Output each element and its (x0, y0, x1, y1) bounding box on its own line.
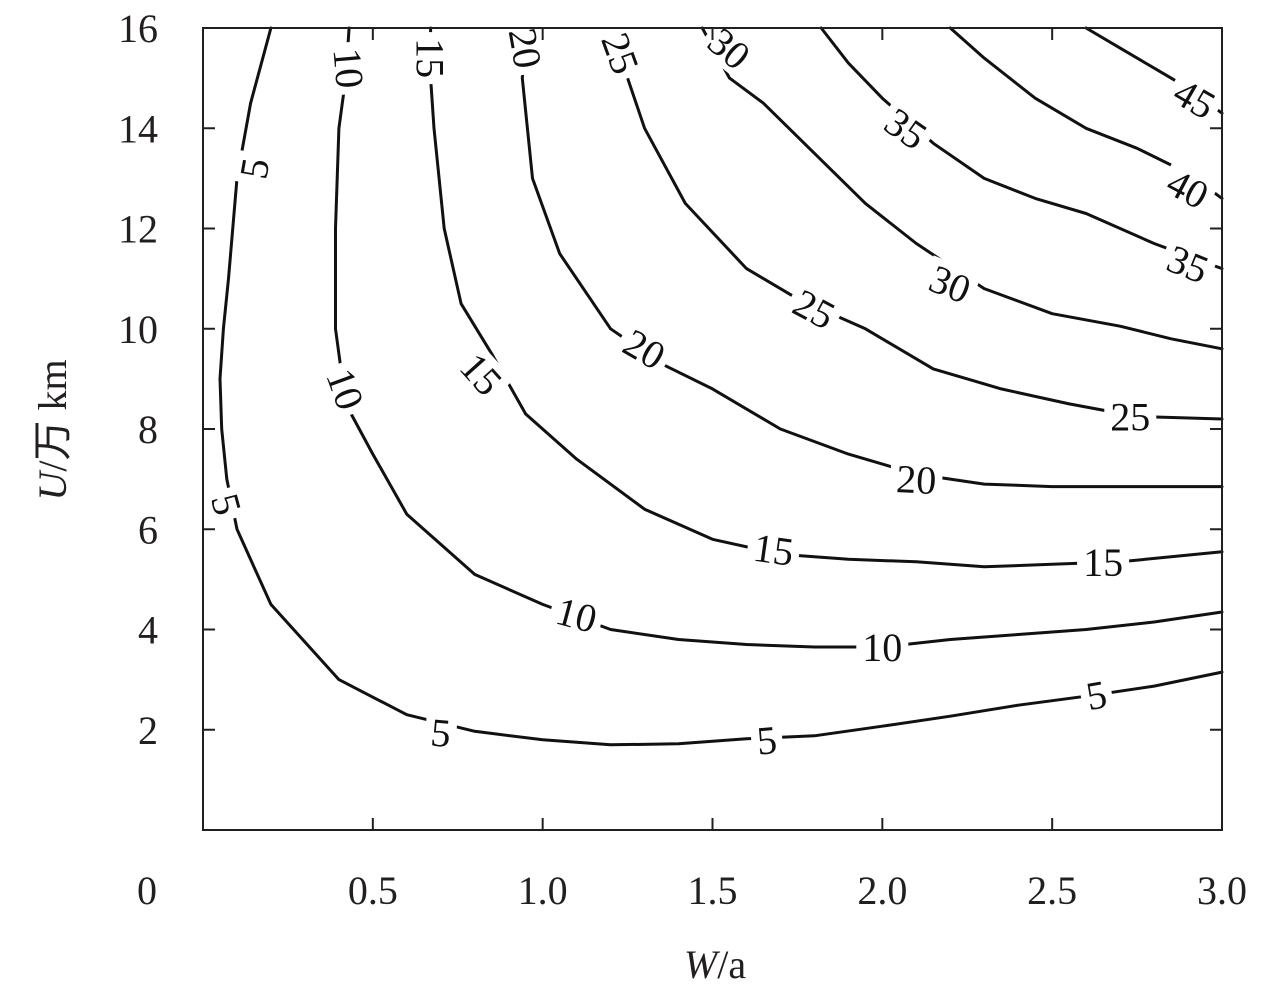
contour-label-bg (1155, 158, 1221, 219)
contour-line-35 (819, 26, 1224, 271)
contour-label-10-0: 10 (324, 40, 373, 96)
y-tick-label: 6 (138, 507, 158, 552)
contour-label-20-1: 20 (612, 318, 678, 380)
x-tick-label: 0.5 (348, 868, 398, 913)
contour-label-bg (745, 525, 803, 573)
contour-label-30-1: 30 (918, 255, 982, 312)
contour-label-bg (1156, 235, 1220, 292)
contour-label-40-0: 40 (1155, 158, 1221, 219)
contour-line-20 (520, 26, 1224, 489)
x-tick-label: 2.0 (857, 868, 907, 913)
contour-label-bg (1162, 67, 1228, 129)
y-tick-label: 8 (138, 407, 158, 452)
contour-label-bg (326, 40, 372, 96)
contour-label-5-4: 5 (1077, 671, 1116, 719)
contour-label-bg (856, 627, 909, 667)
y-tick-label: 16 (118, 6, 158, 51)
contour-label-bg (889, 457, 944, 501)
contour-label-30-0: 30 (696, 16, 763, 81)
y-axis-label: U/万 km (30, 359, 75, 500)
plot-frame (202, 27, 1223, 831)
contour-label-bg (546, 588, 607, 641)
contour-label-bg (1077, 541, 1130, 582)
contour-label-15-0: 15 (408, 32, 453, 85)
contour-label-text: 35 (877, 99, 936, 159)
contour-label-text: 15 (1083, 540, 1123, 585)
y-tick-label: 2 (138, 708, 158, 753)
contour-label-bg (203, 484, 251, 525)
contour-label-bg (749, 718, 784, 762)
contour-label-45-0: 45 (1162, 67, 1228, 129)
x-tick-label: 1.0 (518, 868, 568, 913)
contour-label-bg (318, 357, 374, 421)
contour-label-text: 10 (324, 46, 372, 90)
contour-lines (218, 26, 1224, 747)
contour-label-text: 15 (451, 344, 511, 404)
x-axis-label-main: W (684, 942, 721, 987)
contour-label-text: 20 (616, 320, 673, 379)
contour-label-text: 10 (862, 625, 902, 670)
x-tick-label: 2.5 (1027, 868, 1077, 913)
contour-label-10-2: 10 (546, 588, 607, 642)
contour-label-35-0: 35 (873, 97, 939, 160)
axis-ticks: 0.5 1.0 1.5 2.0 2.5 3.0 2 4 6 8 10 12 14 16 (118, 6, 1247, 913)
contour-label-15-1: 15 (449, 341, 514, 407)
y-tick-label: 12 (118, 207, 158, 252)
contour-label-text: 25 (786, 280, 842, 339)
contour-label-bg (612, 318, 678, 380)
contour-label-text: 45 (1166, 69, 1223, 128)
x-tick-label: 3.0 (1197, 868, 1247, 913)
contour-label-text: 15 (751, 525, 797, 575)
contour-label-35-1: 35 (1156, 235, 1220, 292)
contour-label-10-3: 10 (856, 625, 909, 670)
x-axis-label-unit: /a (717, 942, 746, 987)
x-axis-label: W/a (684, 942, 746, 987)
contour-label-text: 40 (1160, 160, 1216, 219)
y-axis-label-main: U (30, 469, 75, 501)
contour-label-bg (410, 32, 451, 85)
origin-label: 0 (137, 868, 157, 913)
contour-label-15-3: 15 (1077, 540, 1130, 585)
contour-line-5 (218, 26, 1224, 747)
contour-label-text: 5 (429, 710, 453, 757)
contour-label-10-1: 10 (317, 357, 374, 421)
contour-label-bg (501, 19, 550, 78)
contour-label-15-2: 15 (745, 525, 803, 575)
y-tick-label: 10 (118, 307, 158, 352)
contour-label-bg (873, 97, 939, 160)
contour-line-30 (700, 26, 1224, 351)
contour-label-bg (231, 149, 277, 188)
contour-label-text: 15 (408, 38, 453, 78)
contour-line-25 (619, 26, 1224, 421)
y-tick-label: 4 (138, 608, 158, 653)
contour-line-15 (429, 26, 1224, 569)
contour-label-text: 5 (755, 717, 779, 764)
contour-label-bg (782, 278, 847, 339)
contour-label-bg (918, 255, 982, 312)
contour-label-5-0: 5 (230, 149, 278, 188)
contour-label-5-3: 5 (749, 717, 784, 764)
contour-label-5-2: 5 (423, 710, 458, 757)
contour-label-25-0: 25 (592, 21, 649, 85)
contour-label-text: 25 (1110, 395, 1150, 440)
contour-label-25-2: 25 (1104, 395, 1157, 440)
contour-label-5-1: 5 (202, 484, 251, 525)
contour-label-bg (449, 341, 514, 407)
contour-label-25-1: 25 (782, 278, 847, 339)
contour-label-bg (593, 21, 649, 85)
contour-label-bg (423, 711, 458, 754)
x-tick-label: 1.5 (688, 868, 738, 913)
contour-label-bg (1077, 672, 1116, 718)
contour-label-20-2: 20 (889, 456, 944, 503)
contour-label-text: 20 (895, 456, 937, 503)
y-tick-label: 14 (118, 106, 158, 151)
contour-label-bg (1104, 396, 1157, 437)
y-axis-label-unit: /万 km (30, 359, 75, 471)
